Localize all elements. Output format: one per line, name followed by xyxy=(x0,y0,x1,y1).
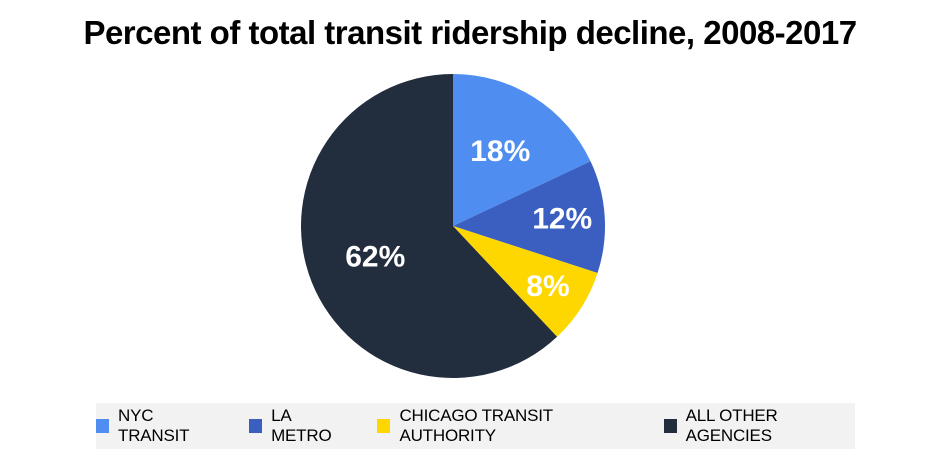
slice-label-la-metro: 12% xyxy=(532,203,592,236)
legend-swatch-nyc-transit xyxy=(96,419,110,433)
pie-slice-la-metro xyxy=(453,161,605,273)
pie-slices xyxy=(301,74,605,378)
legend-item-chicago-transit-authority: CHICAGO TRANSIT AUTHORITY xyxy=(377,406,635,446)
pie-slice-chicago-transit-authority xyxy=(453,226,598,337)
legend-swatch-la-metro xyxy=(249,419,263,433)
pie-slice-labels: 18% 12% 8% 62% xyxy=(345,135,592,303)
legend-item-nyc-transit: NYC TRANSIT xyxy=(96,406,221,446)
legend-label-all-other-agencies: ALL OTHER AGENCIES xyxy=(685,406,778,445)
legend-item-all-other-agencies: ALL OTHER AGENCIES xyxy=(663,406,855,446)
pie-slice-nyc-transit xyxy=(453,74,591,226)
slice-label-chicago-transit-authority: 8% xyxy=(526,270,569,303)
legend-label-nyc-transit: NYC TRANSIT xyxy=(118,406,190,445)
slice-label-nyc-transit: 18% xyxy=(470,135,530,168)
slice-label-all-other-agencies: 62% xyxy=(345,240,405,273)
pie-slice-all-other-agencies xyxy=(301,74,558,378)
legend-label-la-metro: LA METRO xyxy=(271,406,332,445)
legend-label-chicago-transit-authority: CHICAGO TRANSIT AUTHORITY xyxy=(399,406,553,445)
legend-item-la-metro: LA METRO xyxy=(249,406,349,446)
legend-swatch-chicago-transit-authority xyxy=(377,419,391,433)
legend: NYC TRANSIT LA METRO CHICAGO TRANSIT AUT… xyxy=(96,403,855,449)
legend-swatch-all-other-agencies xyxy=(663,419,677,433)
chart-title: Percent of total transit ridership decli… xyxy=(83,14,857,51)
